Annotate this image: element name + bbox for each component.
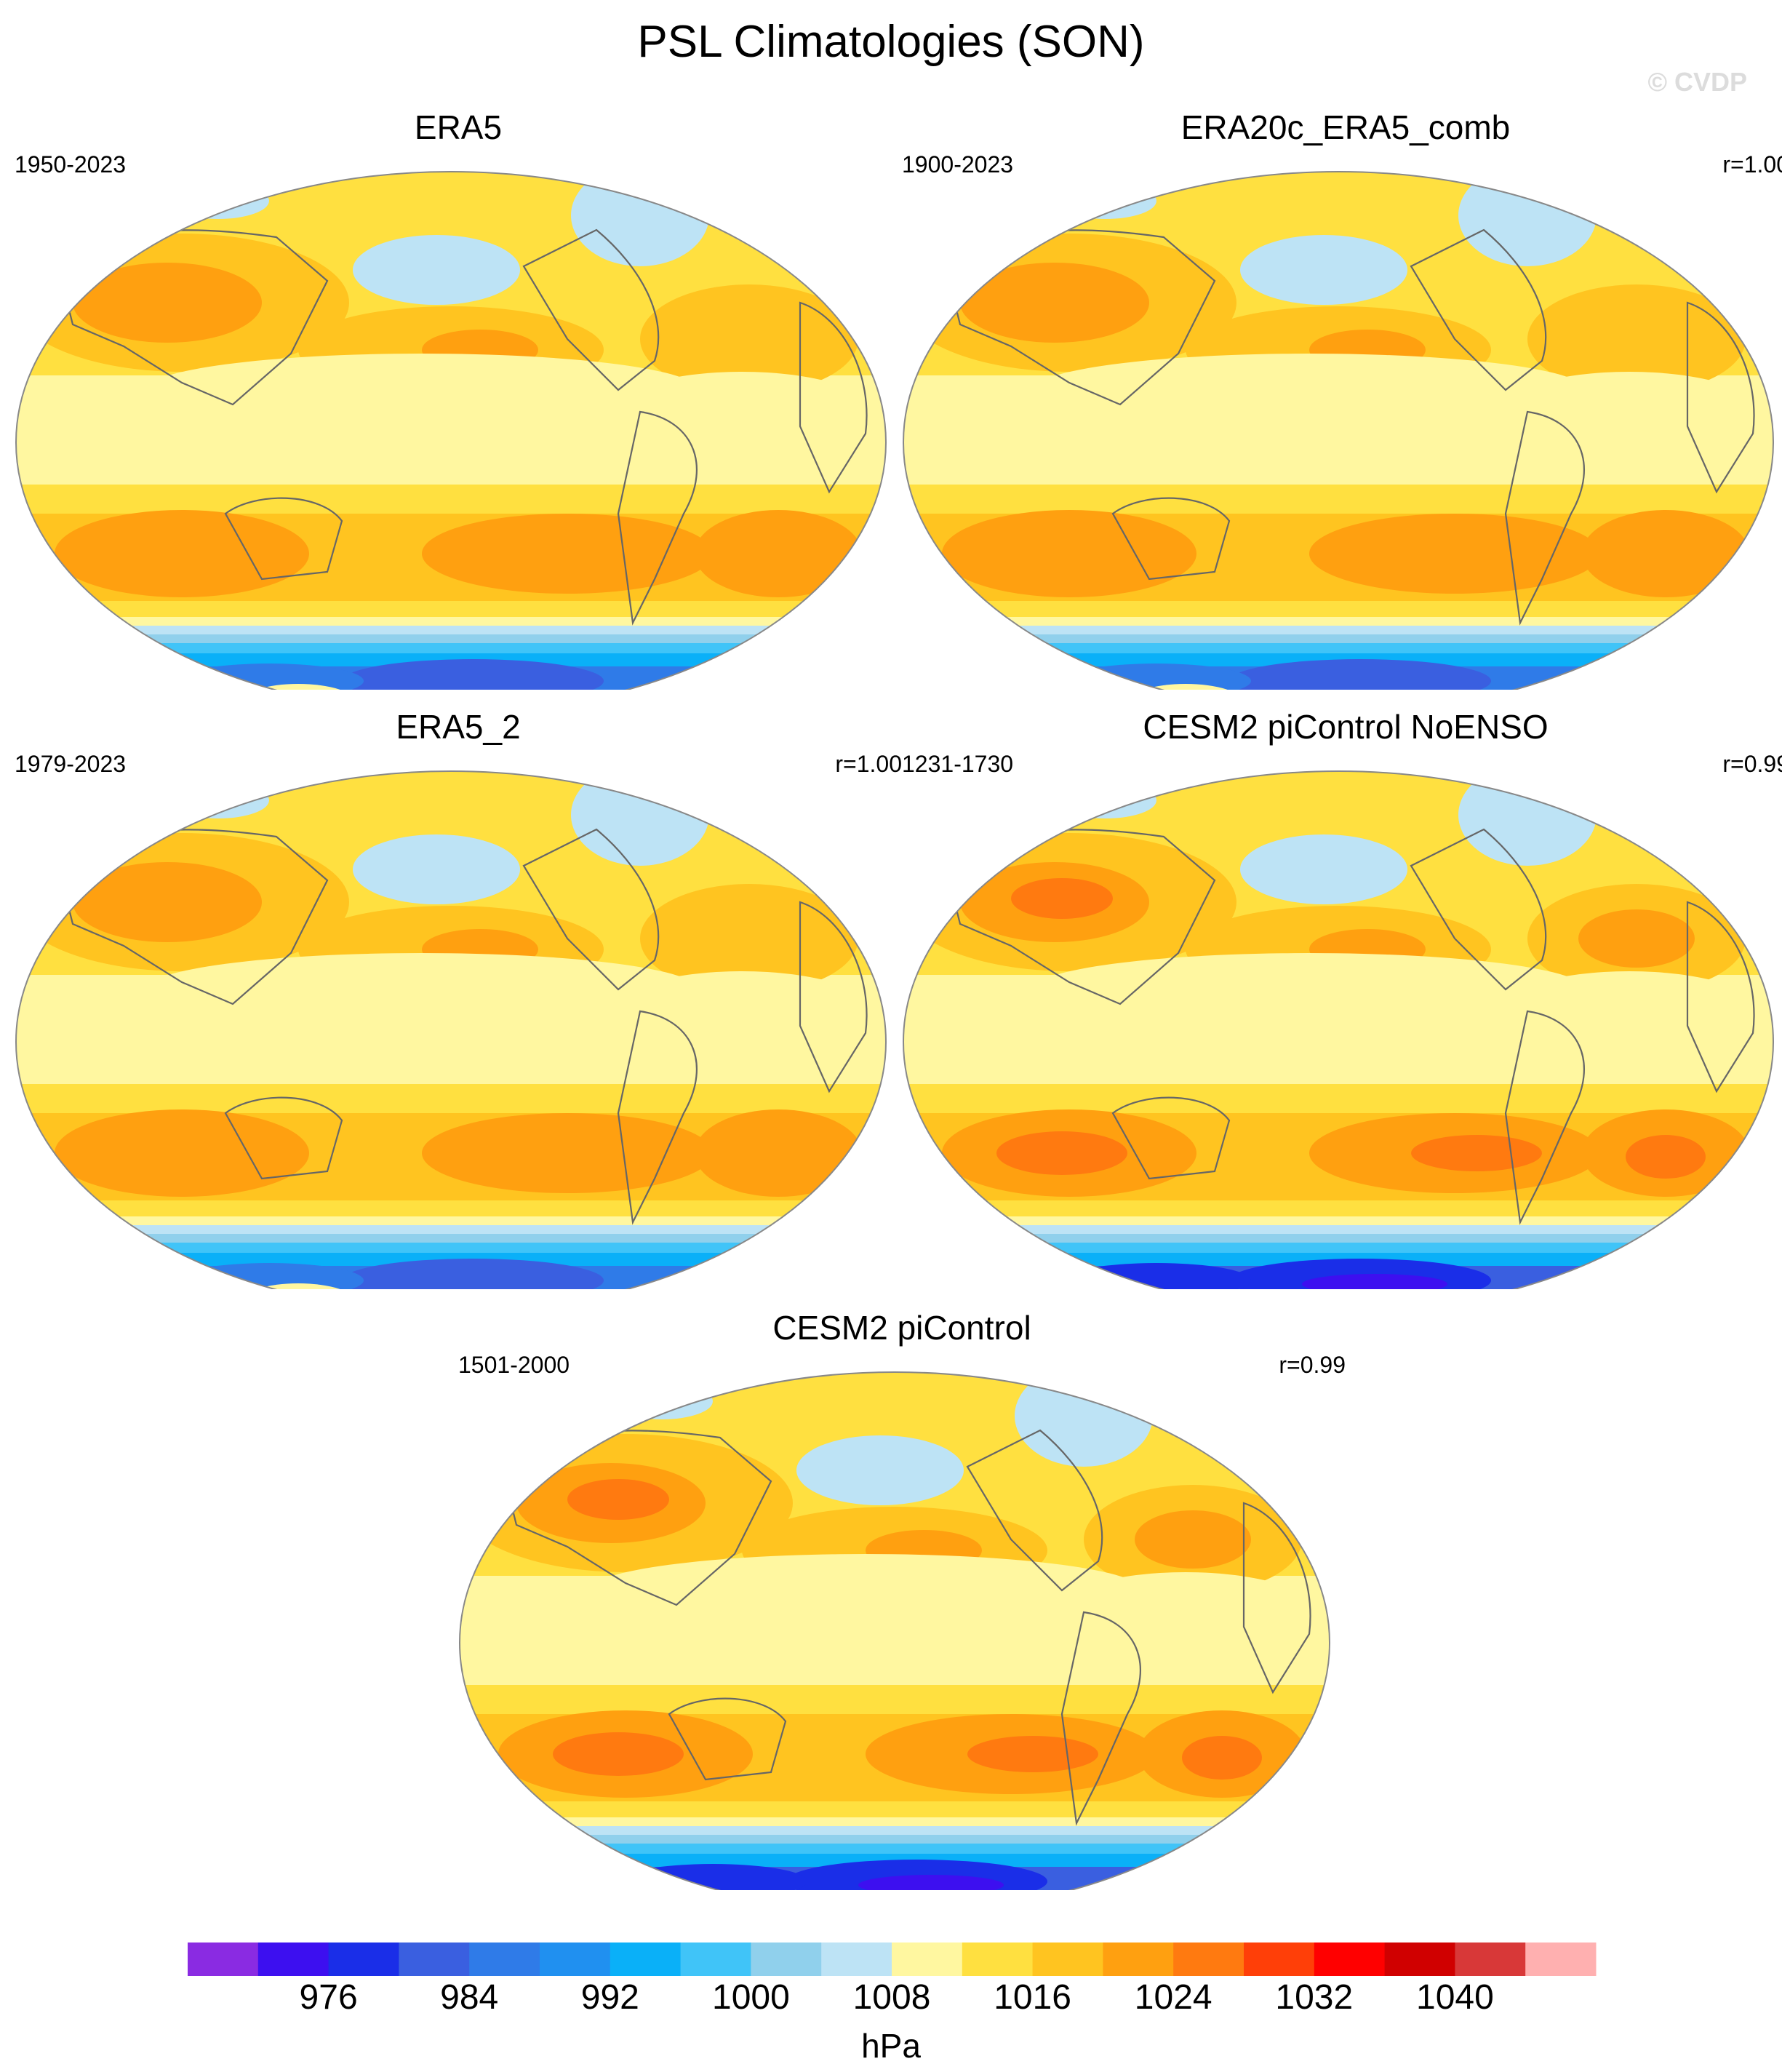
colorbar-swatch (1103, 1942, 1174, 1976)
figure-title: PSL Climatologies (SON) (637, 17, 1145, 67)
colorbar-swatch (1244, 1942, 1315, 1976)
colorbar-tick-label: 984 (440, 1978, 499, 2017)
watermark: © CVDP (1647, 67, 1747, 97)
map-era5-2 (15, 770, 887, 1289)
colorbar-swatch (1173, 1942, 1244, 1976)
panel-correlation: r=1.00 (835, 751, 902, 777)
map-era5 (15, 171, 887, 690)
psl-field (903, 172, 1773, 690)
colorbar-swatch (469, 1942, 540, 1976)
colorbar-swatch (680, 1942, 751, 1976)
psl-field (903, 771, 1773, 1289)
colorbar-swatch (1032, 1942, 1103, 1976)
panel-cesm2-picontrol: CESM2 piControl 1501-2000 r=0.99 (458, 1308, 1346, 1890)
panel-period: 1501-2000 (458, 1352, 570, 1378)
panel-cesm2-picontrol-noenso: CESM2 piControl NoENSO 1231-1730 r=0.99 (902, 707, 1782, 1289)
panel-correlation: r=0.99 (1722, 751, 1782, 777)
colorbar-units: hPa (861, 2027, 921, 2065)
panel-correlation: r=1.00 (1722, 151, 1782, 178)
colorbar-swatch (188, 1942, 259, 1976)
panel-title: ERA5 (414, 108, 503, 146)
colorbar-swatch (892, 1942, 963, 1976)
panel-era5-2: ERA5_2 1979-2023 r=1.00 (15, 707, 902, 1289)
panel-title: ERA20c_ERA5_comb (1180, 108, 1511, 146)
colorbar-tick-label: 1008 (852, 1978, 931, 2017)
panel-title: CESM2 piControl (772, 1309, 1031, 1347)
colorbar-swatch (328, 1942, 399, 1976)
colorbar-tick-label: 992 (580, 1978, 639, 2017)
colorbar-swatch (610, 1942, 682, 1976)
panel-correlation: r=0.99 (1279, 1352, 1346, 1378)
panel-era20c-era5-comb: ERA20c_ERA5_comb 1900-2023 r=1.00 (902, 108, 1782, 690)
colorbar-tick-label: 1032 (1275, 1978, 1354, 2017)
colorbar-tick-label: 1000 (712, 1978, 790, 2017)
panel-title: ERA5_2 (396, 708, 521, 746)
colorbar-swatch (1314, 1942, 1386, 1976)
psl-field (16, 172, 886, 690)
panel-title: CESM2 piControl NoENSO (1143, 708, 1549, 746)
panel-period: 1950-2023 (15, 151, 127, 178)
map-era20c-era5-comb (903, 171, 1774, 690)
colorbar-swatch (1455, 1942, 1526, 1976)
colorbar-tick-label: 1040 (1416, 1978, 1494, 2017)
colorbar-tick-label: 1024 (1134, 1978, 1212, 2017)
map-cesm2-picontrol (459, 1371, 1330, 1890)
colorbar-swatch (821, 1942, 892, 1976)
colorbar-swatch (1384, 1942, 1455, 1976)
colorbar-tick-label: 976 (299, 1978, 358, 2017)
colorbar-swatch (1525, 1942, 1597, 1976)
map-cesm2-picontrol-noenso (903, 770, 1774, 1289)
psl-field (16, 771, 886, 1289)
colorbar-swatch (751, 1942, 822, 1976)
colorbar-swatch (257, 1942, 329, 1976)
colorbar-swatch (540, 1942, 611, 1976)
panel-period: 1979-2023 (15, 751, 127, 777)
panel-period: 1900-2023 (902, 151, 1014, 178)
colorbar-swatch (962, 1942, 1034, 1976)
psl-field (460, 1372, 1330, 1890)
colorbar-swatch (399, 1942, 470, 1976)
colorbar-tick-label: 1016 (994, 1978, 1071, 2017)
panel-period: 1231-1730 (902, 751, 1014, 777)
panel-era5: ERA5 1950-2023 (15, 108, 902, 690)
